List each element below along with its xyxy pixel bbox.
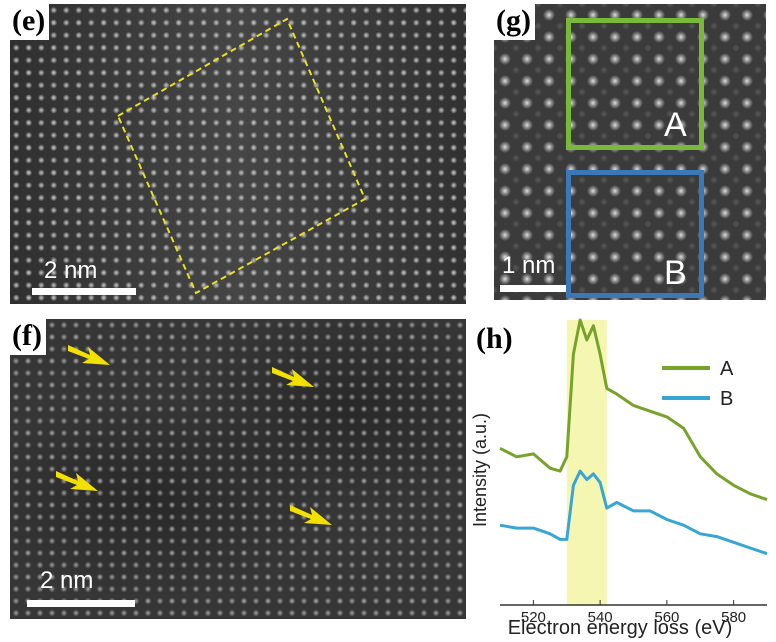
panel-label-f: (f) (10, 319, 46, 355)
panel-label-h: (h) (476, 322, 513, 355)
panel-h: 520 540 560 580 Intensity (a.u.) Electron e… (470, 310, 770, 642)
scale-bar-g (500, 285, 566, 292)
series-line-b (499, 469, 768, 556)
arrow-icon (68, 345, 110, 365)
scale-bar-label-g: 1 nm (502, 252, 556, 279)
panel-label-e: (e) (10, 4, 50, 40)
scale-bar-e (32, 288, 136, 295)
eels-chart: 520 540 560 580 Intensity (a.u.) Electron e… (470, 318, 768, 639)
legend-label-b: B (720, 388, 733, 410)
panel-e: (e) 2 nm (10, 4, 466, 304)
panel-label-g: (g) (494, 4, 535, 40)
region-box-b (566, 170, 704, 298)
tem-image-g (494, 4, 766, 300)
scale-bar-label-e: 2 nm (44, 257, 98, 284)
tem-image-f (10, 319, 466, 619)
panel-f: (f) 2 nm (10, 319, 466, 619)
legend-label-a: A (720, 358, 734, 380)
arrow-icon (290, 505, 332, 525)
y-axis-label: Intensity (a.u.) (470, 413, 490, 527)
x-axis-label: Electron energy loss (eV) (508, 617, 733, 639)
scale-bar-label-f: 2 nm (40, 567, 94, 594)
x-tick-label: 560 (654, 609, 679, 626)
arrow-icon (272, 367, 314, 387)
arrow-icon (56, 471, 98, 491)
tem-image-e (10, 4, 466, 304)
region-label-b: B (664, 254, 687, 292)
region-label-a: A (664, 106, 687, 144)
region-box-a (566, 18, 704, 150)
x-tick-label: 520 (521, 609, 546, 626)
dashed-square-overlay (116, 17, 367, 295)
x-tick-label: 540 (588, 609, 613, 626)
panel-g: A B (g) 1 nm (494, 4, 766, 300)
x-tick-label: 580 (721, 609, 746, 626)
series-line-a (499, 318, 768, 502)
scale-bar-f (27, 600, 135, 607)
